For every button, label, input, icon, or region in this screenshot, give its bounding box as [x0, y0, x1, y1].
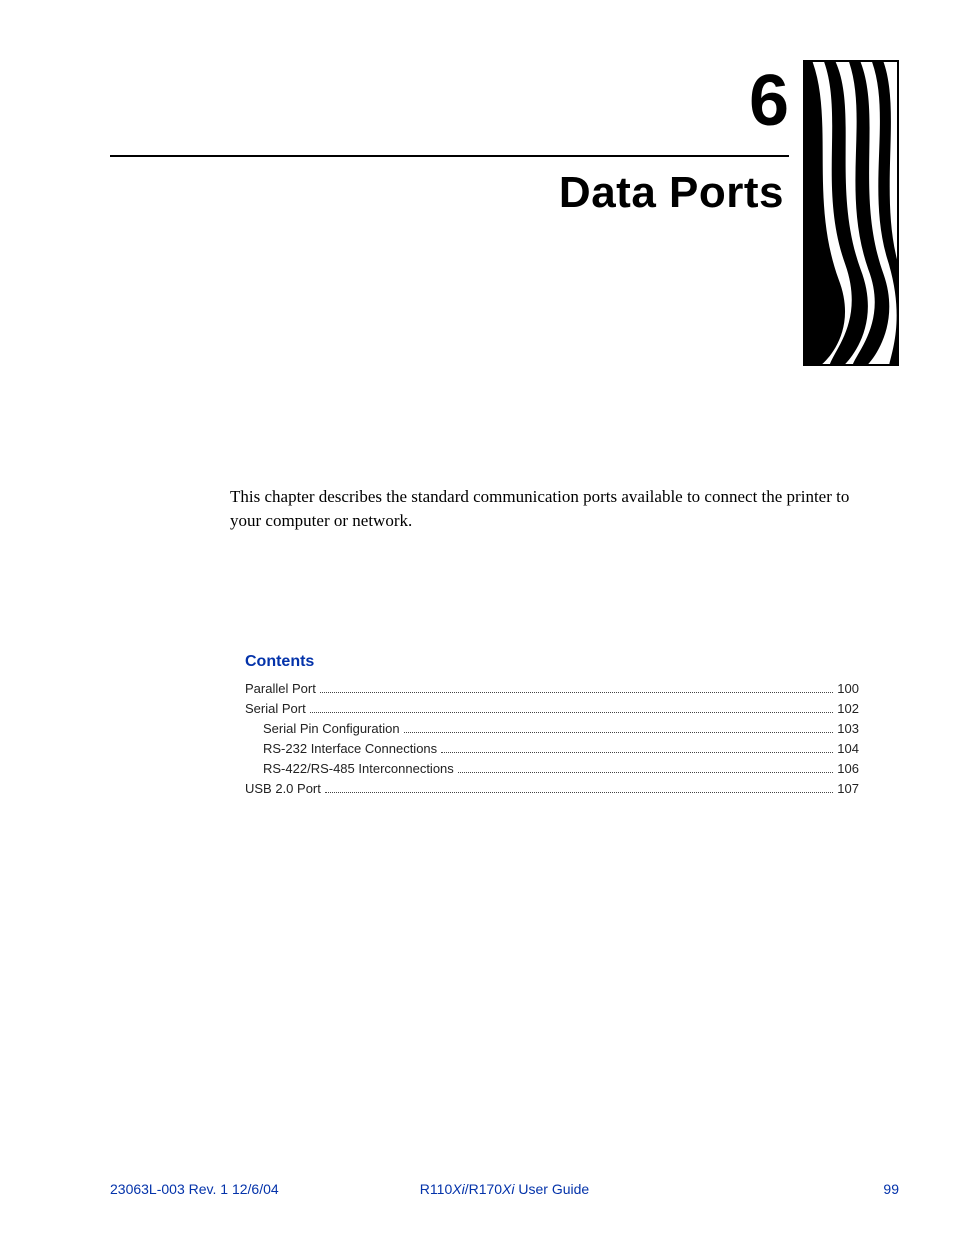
toc-label: RS-422/RS-485 Interconnections	[263, 759, 454, 779]
toc-dot-leader	[325, 792, 833, 793]
toc-page-number: 106	[837, 759, 859, 779]
chapter-header: 6 Data Ports	[110, 60, 899, 370]
toc-page-number: 104	[837, 739, 859, 759]
header-rule	[110, 155, 789, 157]
toc-dot-leader	[310, 712, 834, 713]
toc-dot-leader	[441, 752, 833, 753]
toc-page-number: 103	[837, 719, 859, 739]
toc-dot-leader	[404, 732, 834, 733]
footer-model-suffix: Xi	[452, 1181, 464, 1197]
toc-dot-leader	[320, 692, 833, 693]
toc-entry[interactable]: Serial Pin Configuration 103	[245, 719, 859, 739]
toc-list: Parallel Port 100 Serial Port 102 Serial…	[245, 679, 859, 800]
toc-page-number: 107	[837, 779, 859, 799]
chapter-title: Data Ports	[559, 168, 784, 218]
footer-center: R110Xi/R170Xi User Guide	[110, 1181, 899, 1197]
toc-entry[interactable]: Parallel Port 100	[245, 679, 859, 699]
toc-page-number: 100	[837, 679, 859, 699]
footer-model-mid: /R170	[465, 1181, 502, 1197]
page-footer: 23063L-003 Rev. 1 12/6/04 R110Xi/R170Xi …	[110, 1181, 899, 1197]
toc-entry[interactable]: USB 2.0 Port 107	[245, 779, 859, 799]
chapter-intro-paragraph: This chapter describes the standard comm…	[230, 485, 879, 533]
toc-entry[interactable]: RS-422/RS-485 Interconnections 106	[245, 759, 859, 779]
toc-label: RS-232 Interface Connections	[263, 739, 437, 759]
toc-label: Serial Port	[245, 699, 306, 719]
toc-entry[interactable]: RS-232 Interface Connections 104	[245, 739, 859, 759]
chapter-number: 6	[749, 60, 789, 142]
contents-section: Contents Parallel Port 100 Serial Port 1…	[245, 653, 859, 800]
footer-guide-label: User Guide	[515, 1181, 590, 1197]
toc-dot-leader	[458, 772, 834, 773]
toc-label: USB 2.0 Port	[245, 779, 321, 799]
toc-label: Parallel Port	[245, 679, 316, 699]
toc-entry[interactable]: Serial Port 102	[245, 699, 859, 719]
document-page: 6 Data Ports This chapter describes the …	[0, 0, 954, 1235]
toc-page-number: 102	[837, 699, 859, 719]
zebra-stripe-icon	[803, 60, 899, 366]
footer-model-prefix: R110	[420, 1181, 452, 1197]
contents-heading: Contents	[245, 653, 859, 671]
footer-model-suffix2: Xi	[502, 1181, 514, 1197]
toc-label: Serial Pin Configuration	[263, 719, 400, 739]
